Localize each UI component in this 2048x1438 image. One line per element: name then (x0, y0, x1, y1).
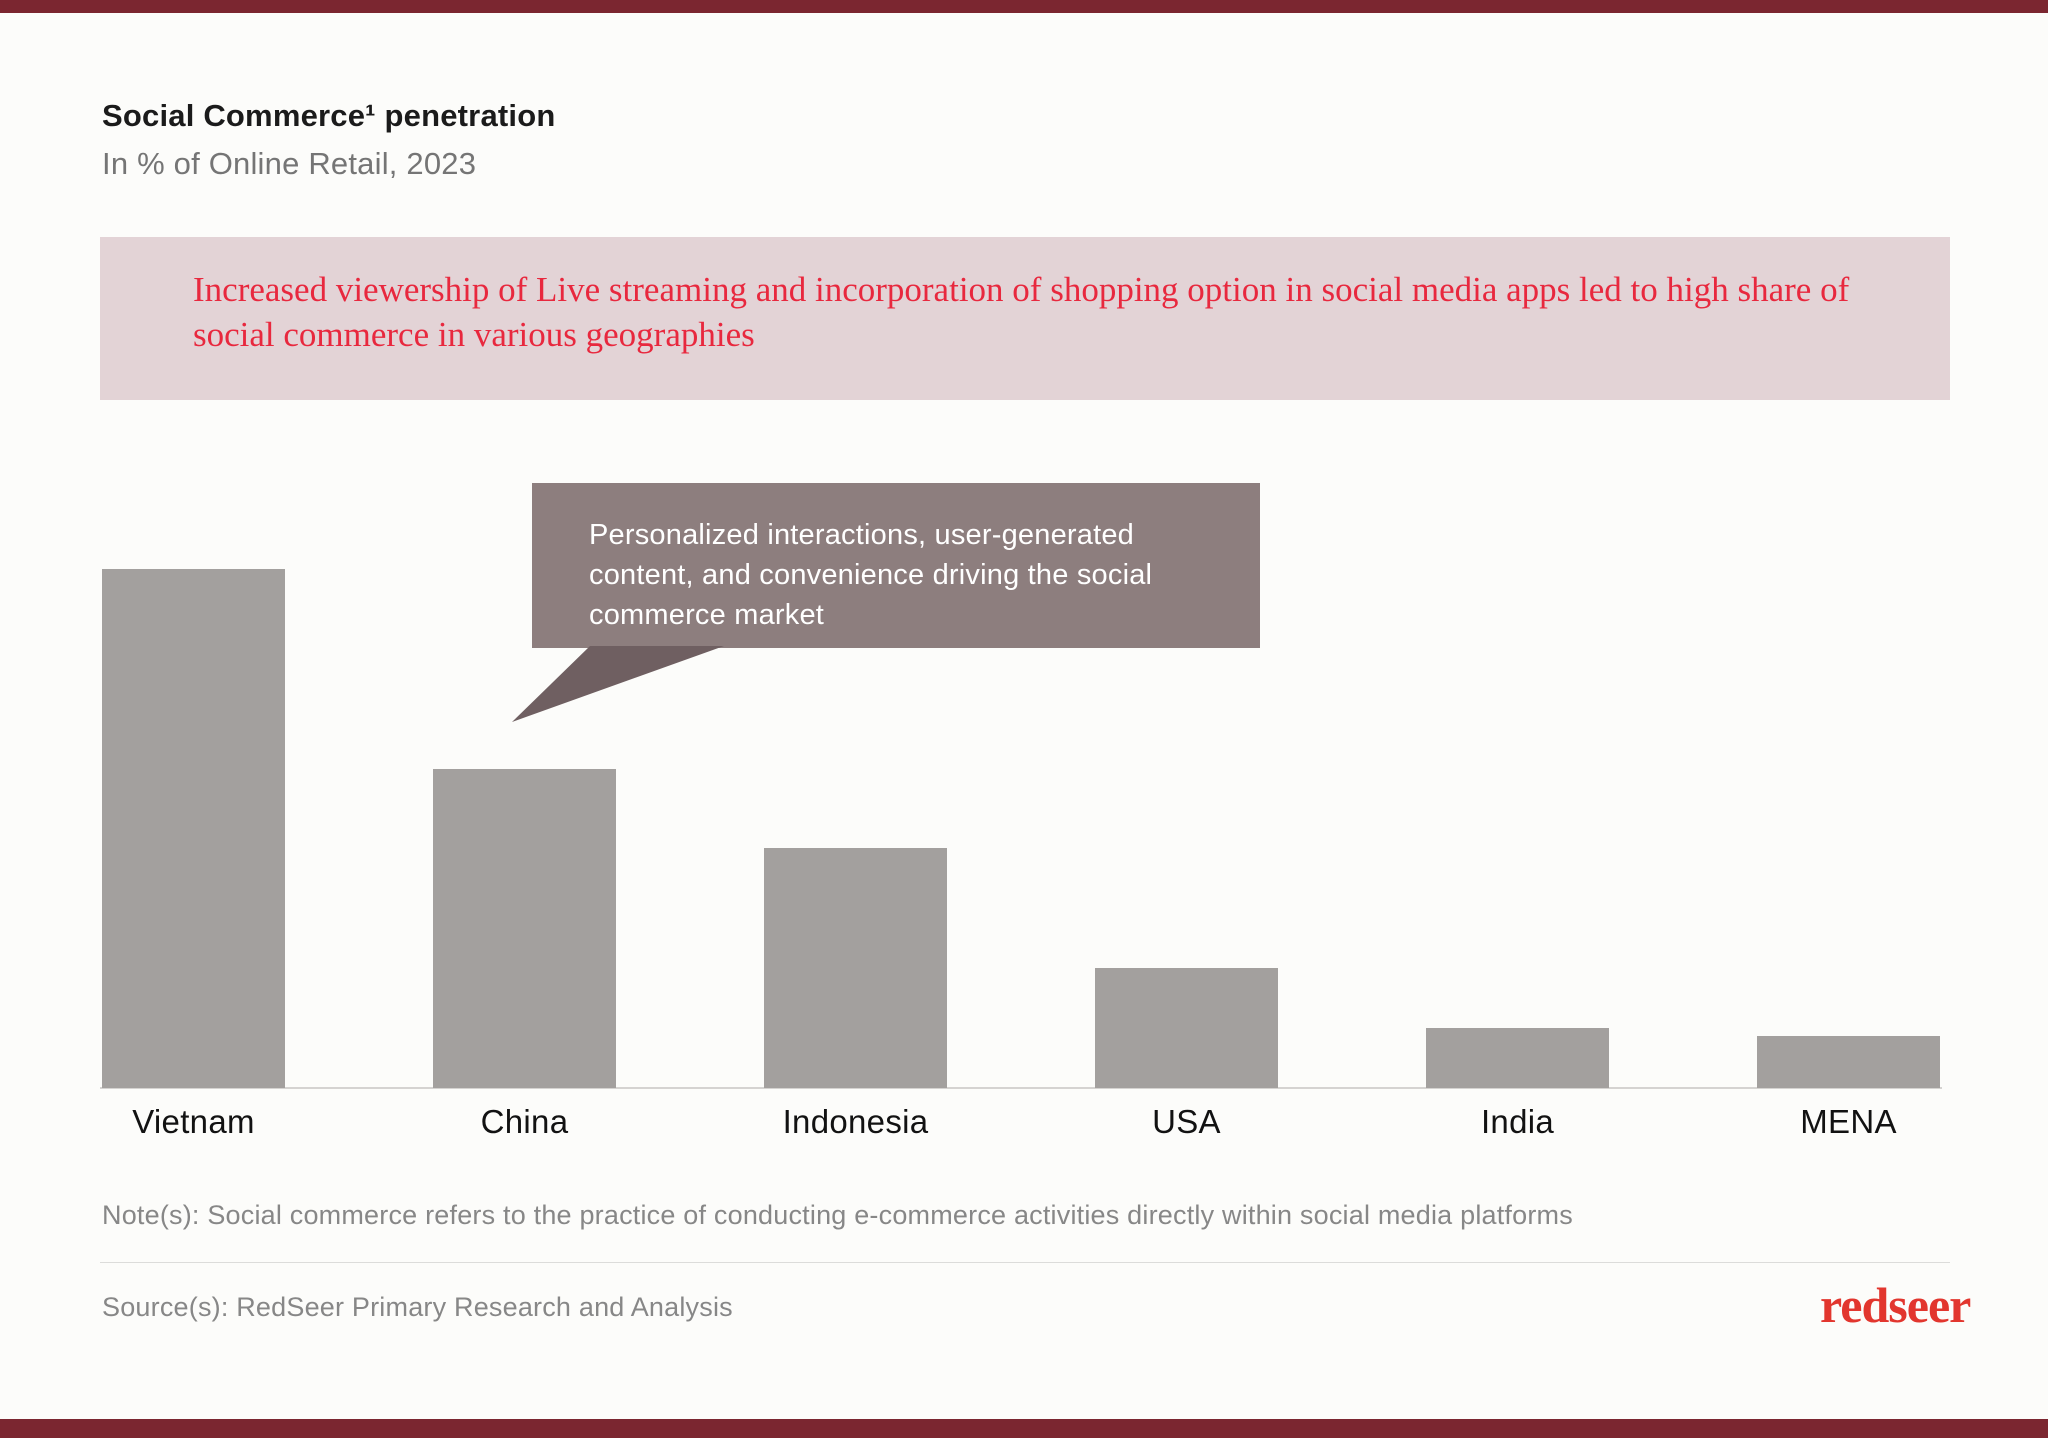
bar-mena (1757, 1036, 1940, 1088)
footer-divider (100, 1262, 1950, 1263)
headline-banner: Increased viewership of Live streaming a… (100, 237, 1950, 400)
bar-china (433, 769, 616, 1088)
axis-label-mena: MENA (1800, 1103, 1897, 1140)
page-title: Social Commerce¹ penetration (102, 98, 556, 133)
callout-tail-icon (512, 646, 724, 722)
bar-usa (1095, 968, 1278, 1088)
top-accent-strip (0, 0, 2048, 13)
redseer-logo: redseer (1820, 1277, 1971, 1333)
headline-banner-text: Increased viewership of Live streaming a… (193, 270, 1850, 354)
bar-india (1426, 1028, 1609, 1088)
callout-text: Personalized interactions, user-generate… (589, 519, 1153, 631)
axis-label-china: China (480, 1103, 569, 1140)
bar-indonesia (764, 848, 947, 1088)
page-subtitle: In % of Online Retail, 2023 (102, 146, 477, 181)
source-text: Source(s): RedSeer Primary Research and … (102, 1292, 733, 1322)
callout-bubble: Personalized interactions, user-generate… (532, 483, 1260, 648)
x-axis-line (100, 1087, 1942, 1089)
bar-vietnam (102, 569, 285, 1088)
axis-label-indonesia: Indonesia (782, 1103, 929, 1140)
bottom-accent-strip (0, 1419, 2048, 1438)
axis-label-vietnam: Vietnam (132, 1103, 255, 1140)
axis-label-india: India (1480, 1103, 1555, 1140)
note-text: Note(s): Social commerce refers to the p… (102, 1200, 1573, 1230)
axis-label-usa: USA (1152, 1103, 1221, 1140)
